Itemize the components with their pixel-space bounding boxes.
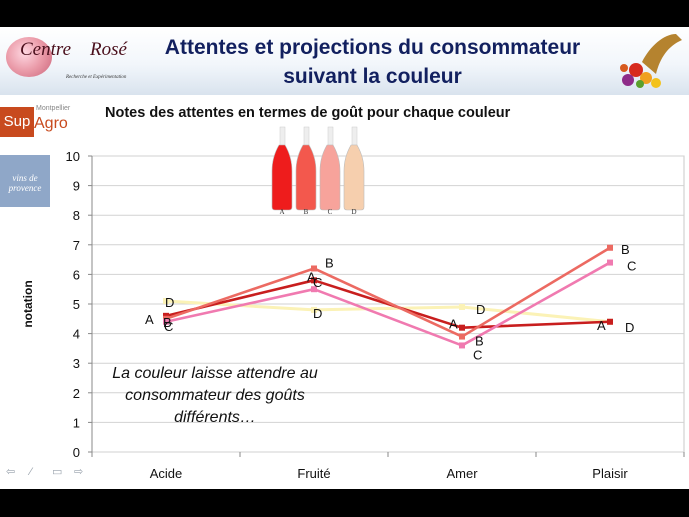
series-line-B — [165, 246, 611, 338]
vins-de-provence-logo: vins de provence — [0, 155, 50, 207]
x-tick-label: Fruité — [297, 466, 330, 481]
slide-title-line-1: Attentes et projections du consommateur — [164, 36, 581, 59]
data-point-B — [459, 333, 465, 340]
series-line-C — [165, 261, 611, 347]
x-tick-label: Amer — [446, 466, 478, 481]
centre-du-rose-logo: Centre Rosé Recherche et Expérimentation — [6, 31, 127, 87]
annotation-line-2: consommateur des goûts — [125, 387, 305, 404]
annotation-line-3: différents… — [174, 409, 256, 426]
data-label: C — [627, 259, 636, 274]
cornucopia-icon — [620, 34, 682, 88]
data-label: A — [307, 269, 316, 284]
slide-header: Centre Rosé Recherche et Expérimentation… — [0, 27, 689, 95]
y-tick-label: 2 — [73, 386, 80, 401]
annotation-line-1: La couleur laisse attendre au — [112, 365, 318, 382]
y-tick-label: 1 — [73, 415, 80, 430]
slide-title: Attentes et projections du consommateur … — [100, 33, 645, 91]
logo-word-rose: Rosé — [90, 39, 127, 60]
bottle-neck — [279, 126, 286, 146]
data-point-C — [311, 286, 317, 293]
data-point-C — [607, 259, 613, 266]
supagro-logo: Sup Agro Montpellier — [0, 105, 72, 137]
series-line-A — [165, 279, 611, 329]
chart-annotation: La couleur laisse attendre au consommate… — [100, 363, 330, 429]
x-tick-label: Plaisir — [592, 466, 628, 481]
bottle-body — [343, 144, 365, 211]
data-point-A — [607, 318, 613, 325]
y-axis-label: notation — [21, 280, 35, 327]
rose-swirl-icon — [6, 37, 52, 77]
bottle-label: D — [351, 208, 356, 216]
data-label: B — [163, 315, 172, 330]
data-label: B — [325, 255, 334, 270]
wine-bottle — [295, 126, 317, 211]
logo-word-centre: Centre — [20, 39, 72, 60]
y-tick-label: 5 — [73, 297, 80, 312]
data-point-C — [163, 318, 169, 325]
bottle-body — [295, 144, 317, 211]
prev-arrow-icon[interactable]: ⇦ — [6, 466, 16, 478]
bottle-label: B — [304, 208, 309, 216]
bottle-label: A — [279, 208, 284, 216]
data-label: D — [625, 320, 634, 335]
data-point-C — [459, 342, 465, 349]
y-tick-label: 7 — [73, 238, 80, 253]
slide-title-line-2: suivant la couleur — [283, 65, 462, 88]
x-tick-label: Acide — [150, 466, 183, 481]
data-label: B — [475, 334, 484, 349]
bottle-body — [319, 144, 341, 211]
bottle-neck — [327, 126, 334, 146]
data-label: D — [476, 302, 485, 317]
chart-title: Notes des attentes en termes de goût pou… — [105, 105, 511, 121]
logo-subtitle: Recherche et Expérimentation — [66, 75, 127, 80]
supagro-montpellier: Montpellier — [36, 105, 71, 112]
y-tick-label: 4 — [73, 327, 80, 342]
y-tick-label: 10 — [66, 149, 80, 164]
data-point-A — [311, 277, 317, 284]
data-label: A — [597, 318, 606, 333]
slide: Centre Rosé Recherche et Expérimentation… — [0, 27, 689, 489]
bottle-neck — [303, 126, 310, 146]
provence-line-2: provence — [8, 183, 42, 193]
data-point-D — [163, 298, 169, 305]
data-label: D — [165, 295, 174, 310]
data-label: A — [449, 317, 458, 332]
supagro-agro: Agro — [34, 115, 68, 132]
next-arrow-icon[interactable]: ⇨ — [74, 466, 84, 478]
y-tick-label: 3 — [73, 356, 80, 371]
data-label: D — [313, 306, 322, 321]
y-tick-label: 9 — [73, 179, 80, 194]
data-label: C — [473, 347, 482, 362]
supagro-sup: Sup — [0, 107, 34, 137]
data-label: C — [313, 275, 322, 290]
bottle-label: C — [328, 208, 333, 216]
bottle-neck — [351, 126, 358, 146]
data-point-B — [607, 244, 613, 251]
y-tick-label: 0 — [73, 445, 80, 460]
y-tick-label: 6 — [73, 267, 80, 282]
wine-bottle — [343, 126, 365, 211]
data-label: C — [164, 319, 173, 334]
wine-bottle — [319, 126, 341, 211]
data-point-A — [459, 324, 465, 331]
data-point-D — [311, 306, 317, 313]
data-label: B — [621, 242, 630, 257]
data-label: A — [145, 312, 154, 327]
pen-icon[interactable]: ⁄ — [30, 466, 32, 478]
wine-bottle — [271, 126, 293, 211]
y-tick-label: 8 — [73, 208, 80, 223]
data-point-B — [311, 265, 317, 272]
data-point-D — [459, 303, 465, 310]
line-chart: 0 1 2 3 4 5 6 7 8 9 10 Acide Fruité Amer Plaisir notati… — [21, 126, 685, 481]
provence-line-1: vins de — [12, 173, 38, 183]
menu-icon[interactable]: ▭ — [52, 466, 63, 478]
bottle-body — [271, 144, 293, 211]
